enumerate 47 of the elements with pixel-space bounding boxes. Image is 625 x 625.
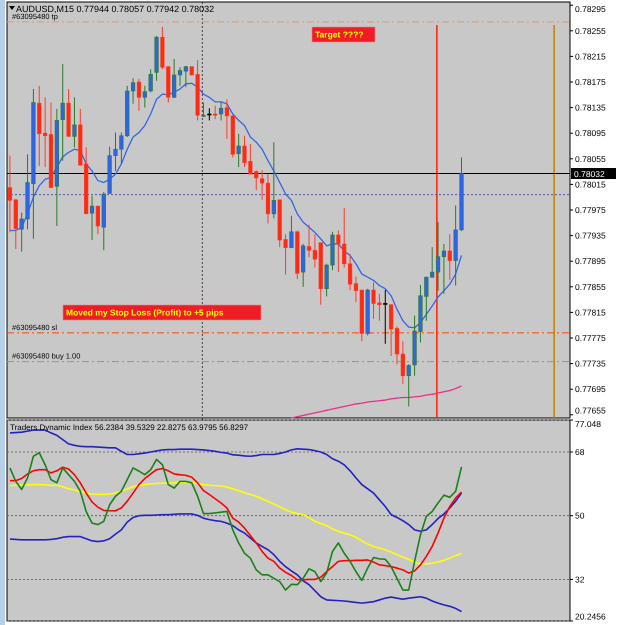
candlestick: [236, 133, 241, 168]
y-tick-label: 0.77695: [575, 384, 606, 394]
ref-line-label: 0.78032: [574, 169, 605, 180]
candlestick: [148, 68, 153, 93]
candlestick: [448, 234, 452, 280]
chart-title: Traders Dynamic Index 56.2384 39.5329 22.8275 63.9795 56.8297: [10, 423, 249, 432]
y-tick-label: 32: [575, 574, 585, 584]
y-tick-label: 0.77735: [575, 358, 606, 369]
annotation: Target ????: [315, 30, 364, 40]
y-tick-label: 0.77855: [575, 282, 606, 292]
candlestick: [96, 205, 100, 235]
y-tick-label: 0.78215: [575, 51, 606, 62]
y-tick-label: 0.78135: [575, 102, 606, 113]
candlestick: [90, 195, 94, 241]
candlestick: [142, 85, 147, 108]
y-tick-label: 0.77975: [575, 204, 606, 215]
candlestick: [377, 293, 382, 322]
y-tick-label: 0.77815: [575, 307, 606, 318]
y-tick-label: 0.77655: [575, 406, 606, 416]
candlestick: [201, 102, 206, 118]
annotation: Moved my Stop Loss (Profit) to +5 pips: [66, 308, 224, 318]
candlestick: [272, 142, 276, 219]
y-tick-label: 77.048: [575, 418, 602, 429]
y-tick-label: 68: [575, 446, 585, 457]
candlestick: [136, 78, 142, 112]
y-tick-label: 0.78295: [575, 4, 606, 14]
y-tick-label: 50: [575, 510, 585, 521]
y-tick-label: 0.77895: [575, 256, 606, 266]
chart-title: AUDUSD,M15 0.77944 0.78057 0.77942 0.78032: [16, 4, 214, 14]
candlestick: [213, 105, 218, 120]
y-tick-label: 0.78015: [575, 179, 606, 190]
candlestick: [371, 282, 376, 320]
y-tick-label: 0.77775: [575, 332, 606, 343]
y-tick-label: 0.78255: [575, 26, 606, 36]
candlestick: [442, 243, 446, 294]
candlestick: [207, 108, 212, 121]
candlestick: [72, 96, 77, 148]
y-tick-label: 20.2456: [575, 612, 606, 622]
y-tick-label: 0.78095: [575, 128, 606, 138]
candlestick: [383, 290, 388, 344]
line-series: [290, 385, 462, 419]
candlestick: [289, 215, 294, 248]
candlestick: [218, 102, 224, 121]
y-tick-label: 0.78055: [575, 154, 606, 164]
y-tick-label: 0.78175: [575, 76, 606, 87]
y-tick-label: 0.77935: [575, 230, 606, 241]
candlestick: [406, 364, 411, 407]
